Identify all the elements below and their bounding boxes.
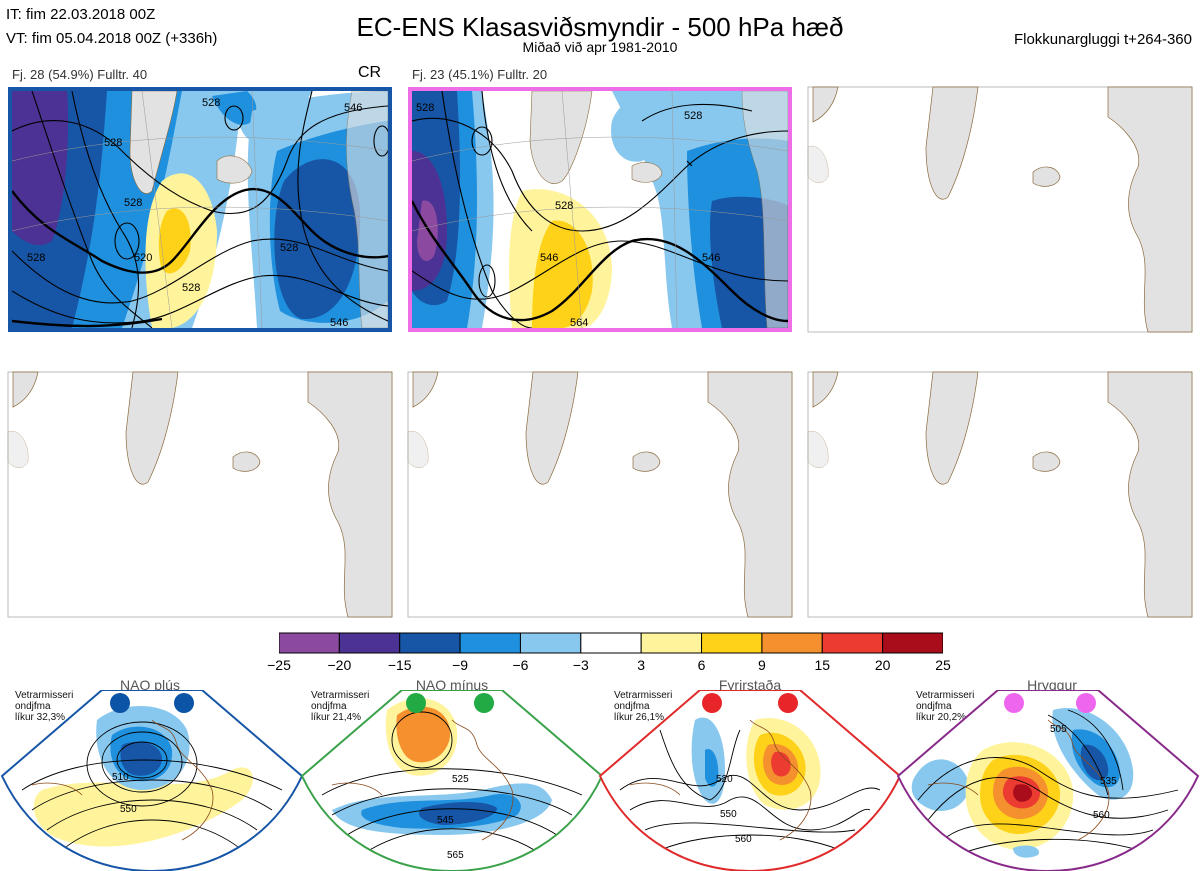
- regime-title-nao-plus: NAO plús: [120, 677, 180, 693]
- contour-label: 550: [720, 809, 737, 820]
- contour-label: 546: [344, 102, 362, 114]
- legend-tick-label: 15: [814, 657, 831, 673]
- contour-label: 525: [452, 774, 469, 785]
- contour-label: 505: [1050, 724, 1067, 735]
- contour-label: 560: [1093, 810, 1110, 821]
- contour-label: 546: [702, 252, 720, 264]
- empty-map-panel[interactable]: [807, 371, 1193, 618]
- regime-title-blocking: Fyrirstaða: [718, 677, 782, 693]
- legend-tick-label: 6: [697, 657, 706, 673]
- contour-label: 535: [1100, 776, 1117, 787]
- cluster-1-map[interactable]: 528 528 528 546 528 520 528 546 528: [8, 87, 392, 332]
- legend-tick-label: 20: [874, 657, 891, 673]
- anomaly-color-legend: [279, 632, 943, 654]
- contour-label: 520: [134, 252, 152, 264]
- contour-label: 510: [112, 772, 129, 783]
- regime-note: Vetrarmisseri ondjfma líkur 32,3%: [15, 690, 74, 723]
- regime-title-nao-minus: NAO mínus: [415, 677, 489, 693]
- regime-map-nao-plus[interactable]: 510 550: [0, 690, 304, 871]
- contour-label: 560: [735, 834, 752, 845]
- empty-map-panel[interactable]: [7, 371, 393, 618]
- regime-dot: [778, 693, 798, 713]
- contour-label: 528: [202, 97, 220, 109]
- legend-tick-label: −6: [512, 657, 529, 673]
- empty-map-panel[interactable]: [807, 86, 1193, 333]
- regime-dot: [1004, 693, 1024, 713]
- legend-swatch: [580, 632, 642, 654]
- legend-tick-label: 9: [758, 657, 766, 673]
- contour-label: 528: [124, 197, 142, 209]
- valid-time: VT: fim 05.04.2018 00Z (+336h): [6, 30, 218, 47]
- cluster-window-label: Flokkunargluggi t+264-360: [1013, 31, 1192, 48]
- contour-label: 546: [540, 252, 558, 264]
- legend-swatch: [821, 632, 884, 654]
- contour-label: 528: [416, 102, 434, 114]
- contour-label: 528: [280, 242, 298, 254]
- legend-tick-label: −15: [387, 657, 412, 673]
- legend-swatch: [882, 632, 943, 654]
- contour-label: 546: [330, 317, 348, 328]
- regime-note: Vetrarmisseri ondjfma líkur 21,4%: [311, 690, 370, 723]
- contour-label: 528: [27, 252, 45, 264]
- legend-swatch: [459, 632, 521, 654]
- regime-dot: [474, 693, 494, 713]
- regime-map-blocking[interactable]: 520 550 560: [598, 690, 902, 871]
- regime-dot: [1076, 693, 1096, 713]
- regime-maps: 510 550 525 54: [0, 690, 1200, 871]
- page-title: EC-ENS Klasasviðsmyndir - 500 hPa hæð: [356, 12, 844, 42]
- legend-swatch: [761, 632, 823, 654]
- regime-title-ridge: Hryggur: [1027, 677, 1077, 693]
- initial-time: IT: fim 22.03.2018 00Z: [6, 6, 156, 23]
- legend-swatch: [701, 632, 763, 654]
- regime-note: Vetrarmisseri ondjfma líkur 26,1%: [614, 690, 673, 723]
- legend-tick-label: 3: [637, 657, 646, 673]
- empty-map-panel[interactable]: [407, 371, 793, 618]
- cluster-2-label: Fj. 23 (45.1%) Fulltr. 20: [412, 67, 548, 82]
- regime-note: Vetrarmisseri ondjfma líkur 20,2%: [916, 690, 975, 723]
- cluster-1-cr-tag: CR: [358, 64, 382, 81]
- regime-dot: [110, 693, 130, 713]
- regime-dot: [406, 693, 426, 713]
- contour-label: 564: [570, 317, 588, 328]
- legend-tick-label: −9: [452, 657, 469, 673]
- legend-swatch: [338, 632, 401, 654]
- legend-tick-label: −3: [572, 657, 589, 673]
- cluster-2-map[interactable]: 528 528 546 546 564 528: [408, 87, 792, 332]
- page-subtitle: Miðað við apr 1981-2010: [522, 39, 678, 55]
- contour-label: 528: [555, 200, 573, 212]
- contour-label: 545: [437, 815, 454, 826]
- cluster-1-label: Fj. 28 (54.9%) Fulltr. 40: [12, 67, 148, 82]
- regime-dot: [702, 693, 722, 713]
- contour-label: 528: [182, 282, 200, 294]
- contour-label: 528: [684, 110, 702, 122]
- legend-tick-label: −20: [327, 657, 352, 673]
- contour-label: 550: [120, 804, 137, 815]
- regime-map-nao-minus[interactable]: 525 545 565: [300, 690, 604, 871]
- regime-dot: [174, 693, 194, 713]
- legend-swatch: [399, 632, 461, 654]
- legend-tick-label: −25: [267, 657, 291, 673]
- contour-label: 520: [716, 774, 733, 785]
- legend-tick-label: 25: [935, 657, 951, 673]
- contour-label: 565: [447, 850, 464, 861]
- contour-label: 528: [104, 137, 122, 149]
- legend-swatch: [279, 632, 340, 654]
- legend-swatch: [640, 632, 703, 654]
- regime-map-ridge[interactable]: 505 535 560: [896, 690, 1200, 871]
- legend-swatch: [519, 632, 582, 654]
